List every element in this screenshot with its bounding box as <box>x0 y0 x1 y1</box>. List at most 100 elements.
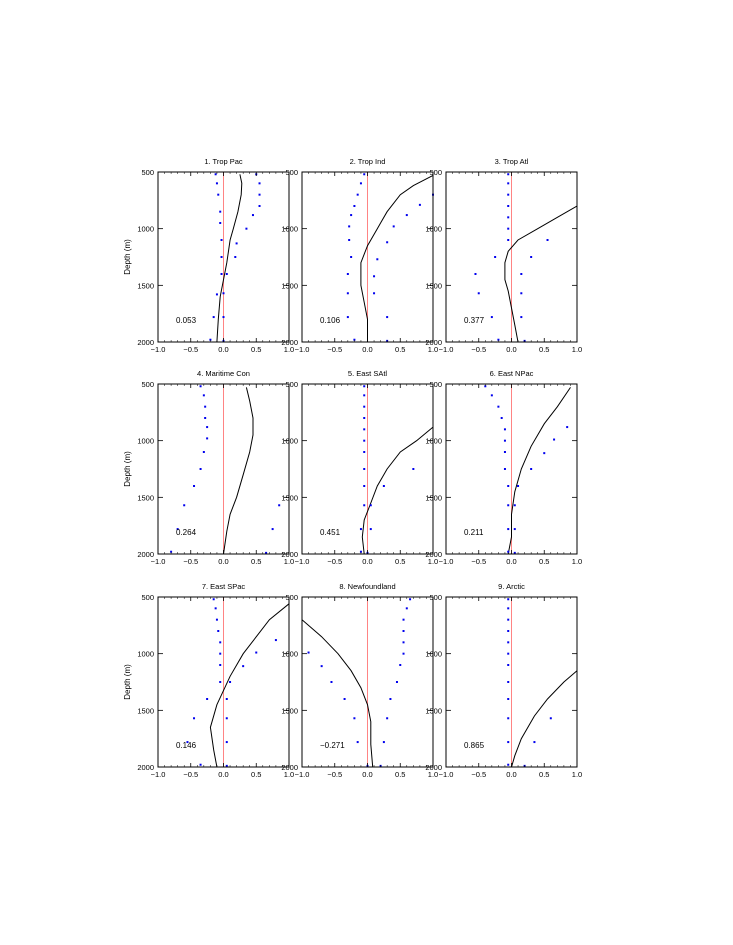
bound-left-dot <box>353 338 356 341</box>
profile-line <box>504 205 577 342</box>
bound-right-dot <box>520 292 523 295</box>
bound-left-dot <box>507 193 510 196</box>
bound-left-dot <box>353 205 356 207</box>
x-tick-label: −1.0 <box>439 345 454 354</box>
y-tick-label: 500 <box>141 380 154 389</box>
bound-right-dot <box>382 741 385 744</box>
bound-left-dot <box>343 698 346 700</box>
y-tick-label: 2000 <box>281 338 298 347</box>
panel-5: 5. East SAtl −1.0 −0.5 0.0 0.5 1.0 500 1000 1500… <box>281 369 438 566</box>
bound-left-dot <box>359 182 362 185</box>
y-tick-label: 1500 <box>137 281 154 290</box>
bound-left-dot <box>202 451 205 453</box>
panel-title: 2. Trop Ind <box>350 157 386 166</box>
bound-right-dot <box>258 193 261 196</box>
x-tick-label: 0.5 <box>251 345 261 354</box>
x-tick-label: 0.0 <box>218 770 228 779</box>
bound-left-dot <box>356 741 359 744</box>
y-tick-label: 500 <box>141 593 154 602</box>
bound-left-dot <box>363 173 366 176</box>
x-tick-label: 1.0 <box>284 770 294 779</box>
x-tick-label: 1.0 <box>284 345 294 354</box>
correlation-value: −0.271 <box>320 741 345 750</box>
panel-6: 6. East NPac −1.0 −0.5 0.0 0.5 1.0 500 1000 1500… <box>425 369 582 566</box>
bound-right-dot <box>395 681 398 683</box>
y-tick-label: 1500 <box>425 706 442 715</box>
bound-left-dot <box>219 641 222 644</box>
bound-right-dot <box>402 618 405 621</box>
x-tick-label: −0.5 <box>327 345 342 354</box>
bound-right-dot <box>274 639 277 642</box>
bound-left-dot <box>219 652 222 655</box>
bound-left-dot <box>507 652 510 655</box>
bound-left-dot <box>220 239 223 241</box>
bound-left-dot <box>215 182 218 185</box>
bound-left-dot <box>204 417 207 419</box>
x-tick-label: 0.0 <box>362 345 372 354</box>
bound-left-dot <box>206 426 209 429</box>
bound-left-dot <box>215 293 218 296</box>
bound-right-dot <box>399 664 402 666</box>
x-tick-label: 0.5 <box>395 345 405 354</box>
bound-left-dot <box>507 239 510 241</box>
x-tick-label: −1.0 <box>439 557 454 566</box>
bound-right-dot <box>242 665 245 668</box>
correlation-value: 0.053 <box>176 316 197 325</box>
bound-left-dot <box>477 292 480 295</box>
bound-left-dot <box>507 618 510 621</box>
x-tick-label: 0.0 <box>506 557 516 566</box>
bound-left-dot <box>199 385 202 388</box>
bound-left-dot <box>320 665 323 668</box>
bound-left-dot <box>353 717 356 720</box>
x-tick-label: −0.5 <box>327 557 342 566</box>
bound-right-dot <box>235 242 238 245</box>
bound-left-dot <box>176 528 179 531</box>
y-tick-label: 500 <box>285 168 298 177</box>
bound-left-dot <box>209 338 212 341</box>
bound-right-dot <box>513 504 516 507</box>
y-tick-label: 1000 <box>137 225 154 234</box>
x-tick-label: 0.5 <box>539 770 549 779</box>
x-tick-label: 0.5 <box>395 770 405 779</box>
bound-right-dot <box>418 203 421 206</box>
bound-right-dot <box>229 681 232 683</box>
x-tick-label: −0.5 <box>183 345 198 354</box>
bound-left-dot <box>206 698 209 700</box>
panel-title: 1. Trop Pac <box>204 157 243 166</box>
x-tick-label: 1.0 <box>572 557 582 566</box>
y-tick-label: 500 <box>285 593 298 602</box>
bound-left-dot <box>359 528 362 531</box>
panel-4: 4. Maritime Con −1.0 −0.5 0.0 0.5 1.0 500 1000 1… <box>123 369 294 566</box>
bound-right-dot <box>389 698 392 700</box>
bound-left-dot <box>507 173 510 176</box>
bound-right-dot <box>369 528 372 531</box>
panel-title: 6. East NPac <box>490 369 534 378</box>
bound-right-dot <box>373 275 376 278</box>
bound-left-dot <box>212 316 215 319</box>
bound-right-dot <box>271 528 274 531</box>
bound-left-dot <box>193 485 196 487</box>
y-tick-label: 2000 <box>137 338 154 347</box>
panel-title: 8. Newfoundland <box>339 582 395 591</box>
correlation-value: 0.106 <box>320 316 341 325</box>
bound-left-dot <box>363 394 366 397</box>
y-tick-label: 500 <box>285 380 298 389</box>
y-tick-label: 1500 <box>137 706 154 715</box>
x-tick-label: 1.0 <box>428 770 438 779</box>
y-tick-label: 1000 <box>281 437 298 446</box>
bound-right-dot <box>402 641 405 644</box>
bound-left-dot <box>217 193 220 196</box>
x-tick-label: 0.5 <box>539 557 549 566</box>
bound-right-dot <box>369 504 372 507</box>
bound-left-dot <box>350 214 353 217</box>
x-tick-label: 0.0 <box>362 557 372 566</box>
bound-left-dot <box>307 651 310 654</box>
y-tick-label: 1500 <box>137 493 154 502</box>
y-tick-label: 1000 <box>425 225 442 234</box>
bound-left-dot <box>507 607 510 610</box>
x-tick-label: 0.0 <box>362 770 372 779</box>
bound-left-dot <box>507 717 510 720</box>
y-tick-label: 1000 <box>425 650 442 659</box>
y-axis-label: Depth (m) <box>123 239 132 275</box>
bound-right-dot <box>392 225 395 228</box>
